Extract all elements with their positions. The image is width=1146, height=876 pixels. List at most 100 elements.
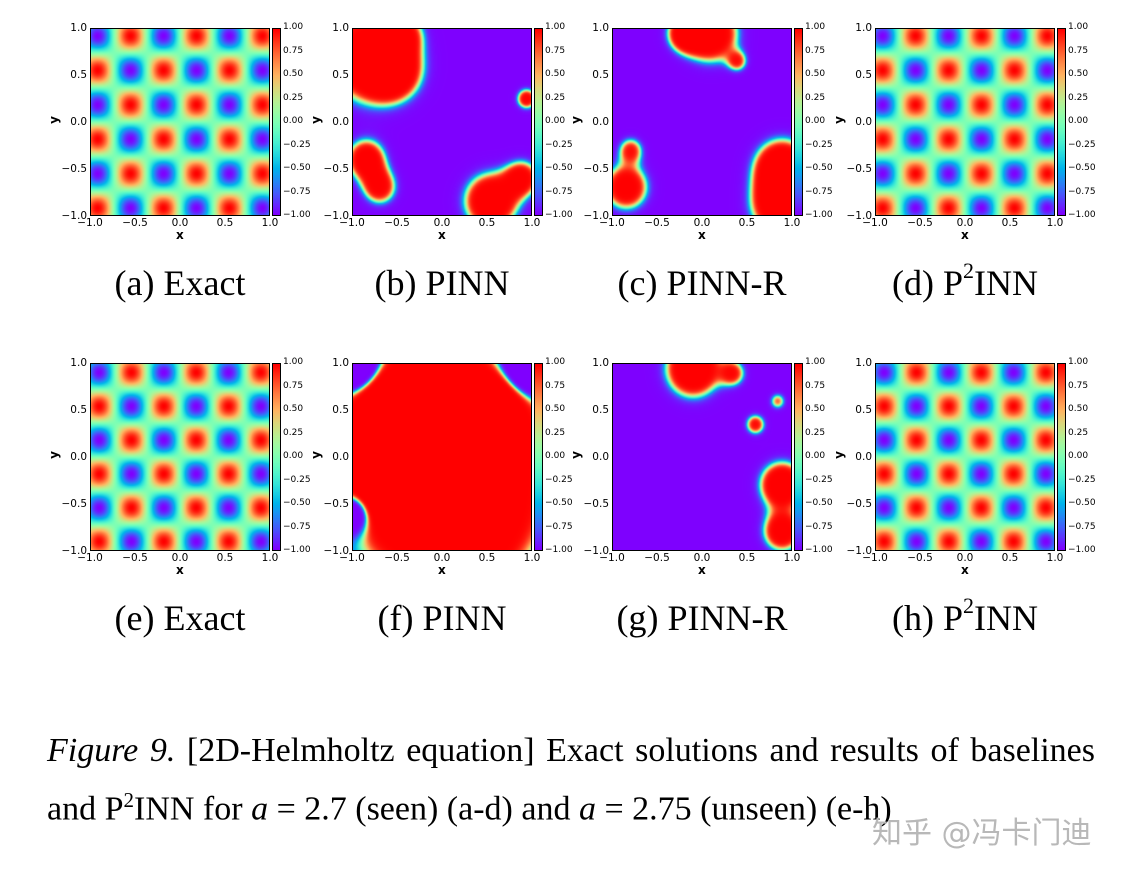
x-tick-label: −0.5 bbox=[384, 217, 410, 229]
caption-text: = 2.75 (unseen) (e-h) bbox=[595, 789, 892, 827]
y-tick-label: −1.0 bbox=[323, 545, 350, 557]
y-tick-label: −1.0 bbox=[846, 210, 873, 222]
y-tick-label: −1.0 bbox=[61, 545, 88, 557]
colorbar-tick-label: 0.75 bbox=[545, 380, 566, 391]
x-tick-label: −1.0 bbox=[77, 217, 103, 229]
figure-label: Figure 9. bbox=[47, 732, 176, 769]
heatmap-panel-h: −1.0 −0.5 0.0 0.5 1.0 −1.0 −0.5 0.0 0.5 1.0 −1.00 −… bbox=[825, 350, 1096, 580]
colorbar-tick-label: 1.00 bbox=[1068, 357, 1089, 367]
x-tick-label: −1.0 bbox=[862, 552, 888, 564]
colorbar-tick-label: −0.75 bbox=[1068, 521, 1096, 532]
heatmap-image bbox=[876, 29, 1054, 215]
x-tick-label: 0.5 bbox=[216, 552, 234, 564]
y-axis-label: y bbox=[831, 451, 846, 459]
x-tick-label: 0.0 bbox=[956, 552, 974, 564]
subfigure-label: (d) bbox=[892, 263, 934, 303]
x-tick-label: 1.0 bbox=[1046, 217, 1064, 229]
y-tick-label: 0.0 bbox=[592, 116, 609, 128]
colorbar-tick-label: 0.25 bbox=[283, 427, 304, 438]
x-tick-label: 0.5 bbox=[1001, 217, 1019, 229]
colorbar-tick-label: −0.25 bbox=[545, 139, 573, 150]
x-tick-label: 1.0 bbox=[523, 552, 541, 564]
colorbar-tick-label: −0.75 bbox=[805, 186, 833, 197]
colorbar-tick-label: 0.25 bbox=[283, 92, 304, 103]
colorbar bbox=[1057, 28, 1066, 216]
subfigure-sup: 2 bbox=[963, 258, 975, 283]
x-tick-label: 0.0 bbox=[171, 552, 189, 564]
subfigure-name: Exact bbox=[163, 263, 246, 303]
y-tick-label: −1.0 bbox=[323, 210, 350, 222]
colorbar-tick-label: 0.75 bbox=[545, 45, 566, 56]
colorbar-gradient bbox=[535, 364, 542, 550]
y-tick-label: −0.5 bbox=[323, 498, 350, 510]
y-tick-label: 1.0 bbox=[332, 22, 349, 34]
subfigure-label: (c) bbox=[617, 263, 658, 303]
y-tick-label: 1.0 bbox=[592, 357, 609, 369]
x-tick-label: 0.0 bbox=[171, 217, 189, 229]
colorbar-tick-label: 1.00 bbox=[283, 357, 304, 367]
colorbar-gradient bbox=[1058, 364, 1065, 550]
colorbar-tick-label: 1.00 bbox=[805, 357, 826, 367]
x-tick-label: −1.0 bbox=[599, 217, 625, 229]
subfigure-name: PINN-R bbox=[666, 263, 787, 303]
heatmap-image bbox=[91, 364, 269, 550]
x-tick-label: 1.0 bbox=[261, 552, 279, 564]
heatmap-panel-b: −1.0 −0.5 0.0 0.5 1.0 −1.0 −0.5 0.0 0.5 1.0 −1.00 −… bbox=[302, 15, 573, 245]
heatmap-image bbox=[91, 29, 269, 215]
colorbar-tick-label: −1.00 bbox=[805, 210, 833, 220]
x-tick-label: 0.5 bbox=[738, 552, 756, 564]
x-tick-label: −1.0 bbox=[862, 217, 888, 229]
colorbar bbox=[1057, 363, 1066, 551]
y-tick-label: −0.5 bbox=[846, 498, 873, 510]
y-axis-label: y bbox=[308, 116, 323, 124]
colorbar-tick-label: 0.50 bbox=[283, 69, 304, 79]
colorbar-tick-label: 1.00 bbox=[805, 22, 826, 32]
subfigure-caption-c: (c) PINN-R bbox=[618, 262, 787, 304]
x-tick-label: −0.5 bbox=[907, 217, 933, 229]
y-tick-label: 0.5 bbox=[332, 404, 349, 416]
heatmap-plot bbox=[352, 28, 532, 216]
colorbar-gradient bbox=[535, 29, 542, 215]
colorbar-tick-label: 0.25 bbox=[1068, 427, 1089, 438]
colorbar-tick-label: 1.00 bbox=[283, 22, 304, 32]
subfigure-label: (a) bbox=[114, 263, 155, 303]
caption-var: a bbox=[578, 789, 596, 827]
colorbar-tick-label: −0.25 bbox=[805, 139, 833, 150]
subfigure-caption-f: (f) PINN bbox=[378, 597, 507, 639]
colorbar-tick-label: −0.50 bbox=[805, 498, 833, 508]
subfigure-name: PINN-R bbox=[667, 598, 788, 638]
colorbar-tick-label: −0.25 bbox=[1068, 139, 1096, 150]
colorbar-tick-label: −0.75 bbox=[1068, 186, 1096, 197]
colorbar-tick-label: 0.25 bbox=[805, 92, 826, 103]
subfigure-caption-d: (d) P2INN bbox=[892, 258, 1038, 304]
heatmap-image bbox=[353, 364, 531, 550]
x-tick-label: −0.5 bbox=[122, 552, 148, 564]
heatmap-panel-g: −1.0 −0.5 0.0 0.5 1.0 −1.0 −0.5 0.0 0.5 1.0 −1.00 −… bbox=[562, 350, 833, 580]
heatmap-image bbox=[876, 364, 1054, 550]
subfigure-sup: 2 bbox=[963, 593, 975, 618]
colorbar-tick-label: −0.25 bbox=[805, 474, 833, 485]
x-tick-label: 0.0 bbox=[433, 217, 451, 229]
y-tick-label: −0.5 bbox=[323, 163, 350, 175]
colorbar bbox=[794, 28, 803, 216]
x-tick-label: 0.0 bbox=[956, 217, 974, 229]
y-tick-label: −1.0 bbox=[61, 210, 88, 222]
x-tick-label: −0.5 bbox=[907, 552, 933, 564]
colorbar-tick-label: −1.00 bbox=[1068, 210, 1096, 220]
y-tick-label: 0.5 bbox=[592, 69, 609, 81]
figure-caption: Figure 9. [2D-Helmholtz equation] Exact … bbox=[47, 726, 1095, 833]
subfigure-label: (f) bbox=[377, 598, 414, 638]
y-tick-label: 0.5 bbox=[70, 69, 87, 81]
colorbar-gradient bbox=[273, 29, 280, 215]
x-tick-label: 0.5 bbox=[216, 217, 234, 229]
subfigure-name: PINN bbox=[425, 263, 510, 303]
x-tick-label: 1.0 bbox=[261, 217, 279, 229]
y-tick-label: −0.5 bbox=[61, 163, 88, 175]
x-tick-label: −1.0 bbox=[599, 552, 625, 564]
x-tick-label: 0.5 bbox=[738, 217, 756, 229]
colorbar-tick-label: 0.00 bbox=[545, 116, 566, 126]
colorbar-tick-label: −0.50 bbox=[545, 498, 573, 508]
colorbar-tick-label: 0.50 bbox=[283, 404, 304, 414]
y-axis-label: y bbox=[568, 451, 583, 459]
colorbar-tick-label: 0.50 bbox=[1068, 69, 1089, 79]
